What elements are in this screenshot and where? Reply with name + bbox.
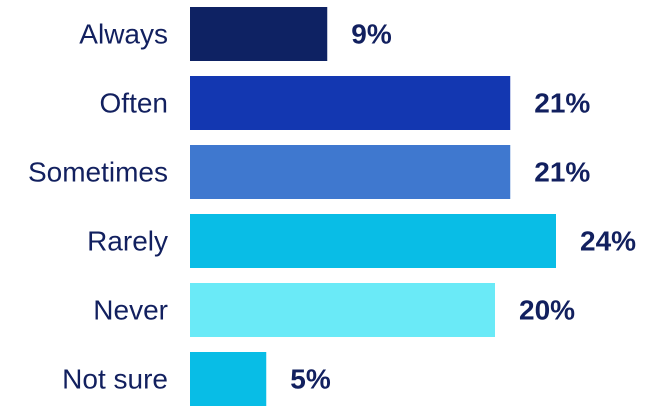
category-label: Always — [79, 19, 168, 50]
bar — [190, 7, 328, 61]
category-label: Rarely — [87, 226, 168, 257]
bar — [190, 283, 495, 337]
value-label: 24% — [580, 226, 636, 257]
category-label: Sometimes — [28, 157, 168, 188]
value-label: 21% — [534, 88, 590, 119]
value-label: 9% — [351, 19, 392, 50]
bar — [190, 145, 511, 199]
value-label: 5% — [290, 364, 331, 395]
category-label: Often — [100, 88, 168, 119]
bar — [190, 214, 556, 268]
category-label: Never — [93, 295, 168, 326]
value-label: 21% — [534, 157, 590, 188]
category-label: Not sure — [62, 364, 168, 395]
bar — [190, 352, 267, 406]
value-label: 20% — [519, 295, 575, 326]
bar — [190, 76, 511, 130]
